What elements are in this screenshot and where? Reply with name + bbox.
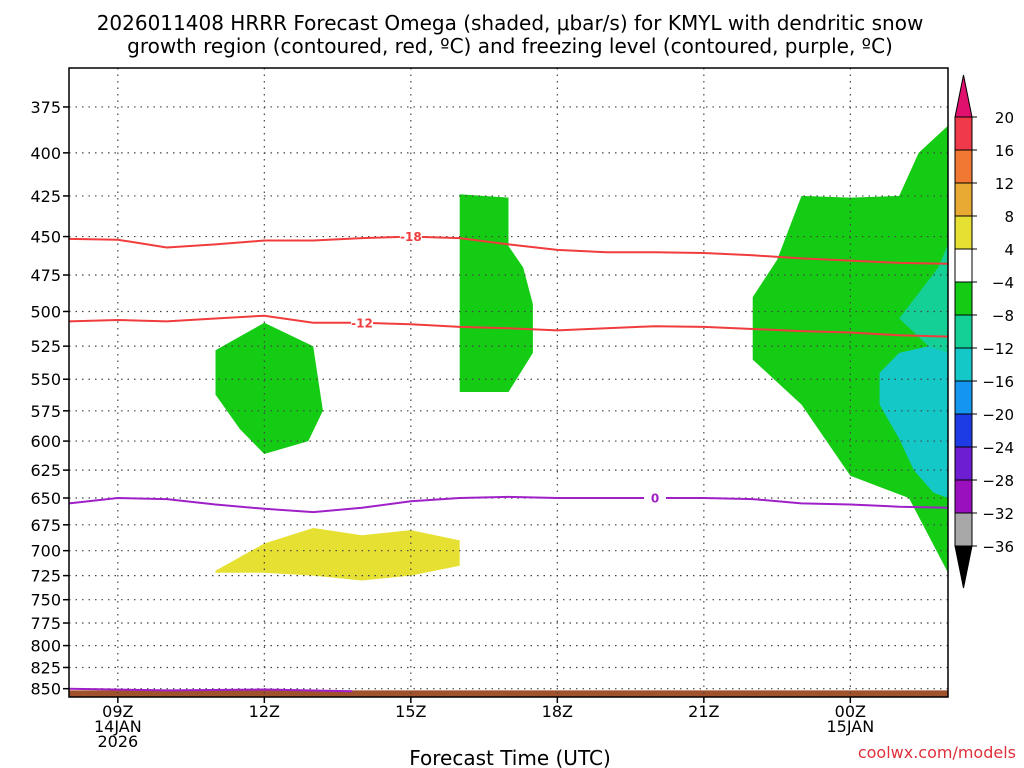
y-tick-label: 575 bbox=[30, 402, 61, 421]
colorbar-label: −24 bbox=[982, 439, 1014, 457]
credit-link[interactable]: coolwx.com/models bbox=[858, 743, 1016, 762]
y-tick-label: 650 bbox=[30, 489, 61, 508]
colorbar-swatch bbox=[954, 281, 973, 316]
y-tick-label: 725 bbox=[30, 567, 61, 586]
colorbar-swatch bbox=[954, 347, 973, 382]
contour-label-bg bbox=[644, 490, 666, 505]
colorbar-label: −32 bbox=[982, 505, 1014, 523]
x-tick-label: 15Z bbox=[395, 702, 426, 721]
contour-label--18: -18 bbox=[400, 230, 422, 244]
colorbar-label: −8 bbox=[992, 307, 1014, 325]
colorbar-swatch bbox=[954, 116, 973, 151]
y-tick-label: 525 bbox=[30, 337, 61, 356]
contour-label-0: 0 bbox=[651, 491, 659, 505]
y-tick-label: 825 bbox=[30, 658, 61, 677]
y-tick-label: 400 bbox=[30, 144, 61, 163]
grid-layer bbox=[69, 68, 948, 697]
y-tick-label: 625 bbox=[30, 461, 61, 480]
contour--12 bbox=[69, 314, 948, 338]
colorbar-swatch bbox=[954, 446, 973, 481]
colorbar: 20 16 12 8 4 −4 −8 −12 −16 −20 −24 −28 −32 −36 bbox=[954, 74, 1014, 589]
shaded-omega-plus4-to-8 bbox=[215, 528, 460, 581]
y-tick-label: 700 bbox=[30, 542, 61, 561]
shading-layer bbox=[69, 125, 948, 697]
shaded-omega-minus4-to-8-c bbox=[752, 125, 948, 573]
colorbar-label: 4 bbox=[1004, 241, 1014, 259]
colorbar-swatch bbox=[954, 479, 973, 514]
y-tick-label: 800 bbox=[30, 637, 61, 656]
colorbar-swatch bbox=[954, 413, 973, 448]
colorbar-label: 20 bbox=[995, 109, 1014, 127]
x-tick-label: 12Z bbox=[249, 702, 280, 721]
colorbar-label: −16 bbox=[982, 373, 1014, 391]
colorbar-swatch bbox=[954, 149, 973, 184]
contour-0 bbox=[69, 495, 948, 514]
shaded-omega-minus4-to-8-a bbox=[215, 322, 323, 454]
x-tick-label: 00Z bbox=[835, 702, 866, 721]
y-tick-label: 450 bbox=[30, 228, 61, 247]
shaded-omega-minus12-to-16 bbox=[879, 346, 948, 498]
colorbar-label: 8 bbox=[1004, 208, 1014, 226]
plot-frame bbox=[68, 67, 949, 698]
x-tick-label: 18Z bbox=[542, 702, 573, 721]
colorbar-label: −4 bbox=[992, 274, 1014, 292]
contour-label--12: -12 bbox=[351, 316, 373, 330]
colorbar-label: −28 bbox=[982, 472, 1014, 490]
y-tick-label: 475 bbox=[30, 266, 61, 285]
chart-title-line2: growth region (contoured, red, ºC) and f… bbox=[127, 34, 893, 58]
colorbar-swatch bbox=[954, 248, 973, 283]
y-tick-label: 750 bbox=[30, 591, 61, 610]
x-tick-label: 09Z bbox=[102, 702, 133, 721]
x-tick-label: 15JAN bbox=[826, 717, 874, 736]
shaded-omega-minus8-to-12 bbox=[879, 244, 948, 373]
x-tick-label: 14JAN bbox=[94, 717, 142, 736]
colorbar-label: −36 bbox=[982, 538, 1014, 556]
y-tick-label: 675 bbox=[30, 516, 61, 535]
contour-0-surface bbox=[69, 687, 353, 693]
colorbar-swatch bbox=[954, 380, 973, 415]
shaded-omega-minus4-to-8-b bbox=[459, 194, 533, 392]
shaded-surface-ground bbox=[69, 690, 948, 697]
y-tick-label: 375 bbox=[30, 98, 61, 117]
contour--18 bbox=[69, 235, 948, 265]
colorbar-swatch bbox=[954, 182, 973, 217]
colorbar-swatch bbox=[954, 512, 973, 547]
y-tick-label: 600 bbox=[30, 432, 61, 451]
chart-title-line1: 2026011408 HRRR Forecast Omega (shaded, … bbox=[97, 11, 924, 35]
colorbar-swatch bbox=[954, 215, 973, 250]
x-axis-label: Forecast Time (UTC) bbox=[409, 746, 611, 768]
contour-label-bg bbox=[351, 315, 373, 330]
y-tick-label: 550 bbox=[30, 370, 61, 389]
x-tick-label: 2026 bbox=[97, 732, 138, 751]
contour-layer: -18 -12 0 bbox=[69, 229, 948, 693]
colorbar-label: −20 bbox=[982, 406, 1014, 424]
y-tick-label: 500 bbox=[30, 302, 61, 321]
colorbar-label: 16 bbox=[995, 142, 1014, 160]
colorbar-label: 12 bbox=[995, 175, 1014, 193]
colorbar-bottom-arrow bbox=[954, 545, 973, 589]
y-tick-label: 850 bbox=[30, 680, 61, 699]
colorbar-swatch bbox=[954, 314, 973, 349]
colorbar-label: −12 bbox=[982, 340, 1014, 358]
y-tick-label: 775 bbox=[30, 614, 61, 633]
y-tick-label: 425 bbox=[30, 187, 61, 206]
axes-layer: 375 400 425 450 475 500 525 550 575 600 625 650 675 7… bbox=[30, 67, 949, 751]
contour-label-bg bbox=[399, 229, 422, 244]
x-tick-label: 21Z bbox=[688, 702, 719, 721]
